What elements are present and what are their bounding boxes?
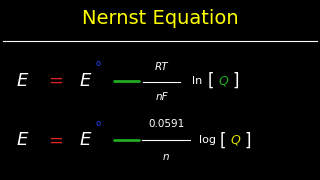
Text: log: log [199, 135, 216, 145]
Text: [: [ [207, 72, 214, 90]
Text: Q: Q [219, 75, 228, 87]
Text: n: n [163, 152, 170, 162]
Text: Nernst Equation: Nernst Equation [82, 9, 238, 28]
Text: RT: RT [155, 62, 168, 72]
Text: o: o [95, 59, 100, 68]
Text: =: = [49, 72, 63, 90]
Text: ln: ln [192, 76, 202, 86]
Text: ]: ] [232, 72, 238, 90]
Text: nF: nF [155, 92, 168, 102]
Text: E: E [17, 72, 28, 90]
Text: o: o [95, 119, 100, 128]
Text: E: E [17, 131, 28, 149]
Text: Q: Q [230, 134, 240, 147]
Text: E: E [79, 72, 91, 90]
Text: [: [ [219, 131, 226, 149]
Text: E: E [79, 131, 91, 149]
Text: 0.0591: 0.0591 [148, 119, 185, 129]
Text: =: = [49, 131, 63, 149]
Text: ]: ] [245, 131, 251, 149]
